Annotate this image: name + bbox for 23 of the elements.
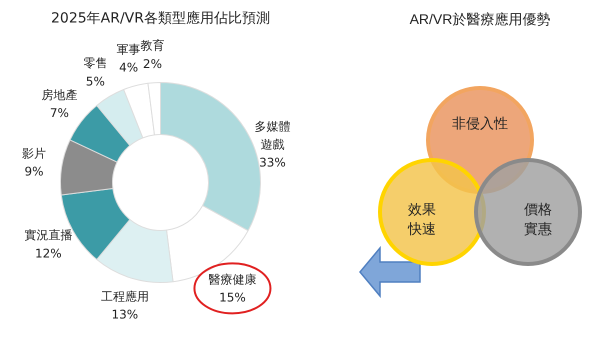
slice-label: 零售 (83, 56, 108, 70)
slice-label: 多媒體遊戲 (254, 119, 290, 152)
data-label: 2% (142, 56, 162, 71)
slice-label: 醫療健康 (208, 272, 256, 286)
data-label: 9% (24, 164, 44, 179)
data-label: 13% (111, 308, 138, 322)
slice-label: 實況直播 (24, 228, 72, 242)
text: AR/VR於醫療應用優勢 (410, 11, 550, 27)
slice-label: 軍事 (116, 42, 141, 56)
text: 價格實惠 (524, 201, 552, 237)
data-label: 15% (219, 290, 246, 304)
data-label: 4% (119, 60, 138, 75)
text: 效果快速 (407, 201, 436, 237)
data-label: 7% (50, 106, 69, 120)
slice-label: 房地產 (41, 88, 78, 102)
data-label: 5% (86, 74, 105, 88)
data-label: 33% (259, 156, 286, 170)
slice-label: 教育 (140, 38, 164, 53)
data-label: 12% (34, 246, 62, 260)
chart-title: 2025年AR/VR各類型應用佔比預測 (51, 10, 270, 26)
text: 非侵入性 (452, 115, 508, 131)
slice-label: 工程應用 (100, 289, 149, 304)
slice-label: 影片 (22, 146, 46, 160)
